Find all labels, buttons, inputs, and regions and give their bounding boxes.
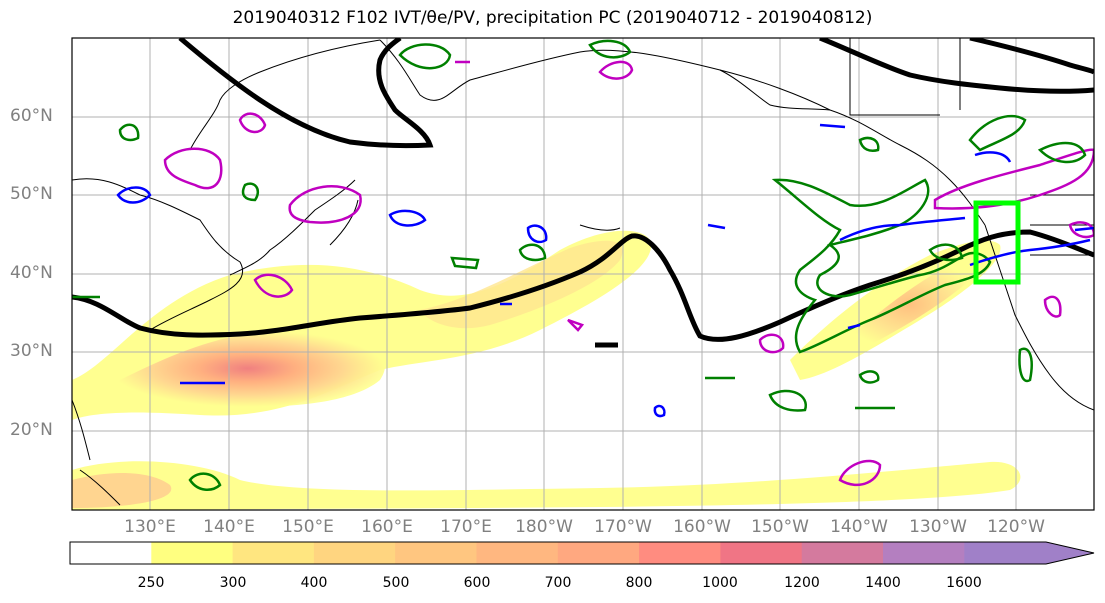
colorbar-tick: 1200 bbox=[784, 575, 820, 591]
lon-label-160e: 160°E bbox=[361, 517, 413, 537]
negative-pc-contours bbox=[116, 123, 1094, 418]
colorbar-cell bbox=[476, 542, 559, 564]
colorbar-cell bbox=[883, 542, 965, 564]
lon-label-170e: 170°E bbox=[440, 517, 492, 537]
coastlines bbox=[72, 38, 1094, 506]
colorbar-cell bbox=[720, 542, 803, 564]
colorbar-cell bbox=[639, 542, 721, 564]
highlight-box bbox=[973, 200, 1021, 285]
lon-label-130e: 130°E bbox=[124, 517, 176, 537]
colorbar-tick: 300 bbox=[219, 575, 247, 591]
colorbar-cell bbox=[232, 542, 315, 564]
lon-label-120w: 120°W bbox=[987, 517, 1045, 537]
map-title: 2019040312 F102 IVT/θe/PV, precipitation… bbox=[232, 8, 873, 28]
colorbar-cell bbox=[70, 542, 152, 564]
lon-label-130w: 130°W bbox=[909, 517, 967, 537]
lon-label-140w: 140°W bbox=[830, 517, 888, 537]
colorbar-cell bbox=[151, 542, 234, 564]
colorbar-tick: 600 bbox=[463, 575, 491, 591]
lat-label-50n: 50°N bbox=[10, 184, 53, 204]
lat-label-60n: 60°N bbox=[10, 106, 53, 126]
colorbar-tick: 800 bbox=[625, 575, 653, 591]
lat-label-30n: 30°N bbox=[10, 341, 53, 361]
lon-label-180w: 180°W bbox=[515, 517, 573, 537]
lon-label-150e: 150°E bbox=[282, 517, 334, 537]
lon-label-170w: 170°W bbox=[594, 517, 652, 537]
positive-pc-contours bbox=[72, 39, 1087, 491]
lon-label-160w: 160°W bbox=[673, 517, 731, 537]
colorbar-cell bbox=[313, 542, 396, 564]
lon-label-150w: 150°W bbox=[751, 517, 809, 537]
map-panel bbox=[71, 37, 1095, 511]
lat-label-20n: 20°N bbox=[10, 420, 53, 440]
theta-e-contours bbox=[72, 38, 1094, 348]
graticule bbox=[72, 38, 1094, 510]
colorbar-cell bbox=[801, 542, 884, 564]
colorbar-tick: 700 bbox=[544, 575, 572, 591]
colorbar-tick: 1400 bbox=[865, 575, 901, 591]
colorbar-cell bbox=[964, 542, 1094, 564]
colorbar-tick: 400 bbox=[300, 575, 328, 591]
lat-label-40n: 40°N bbox=[10, 263, 53, 283]
colorbar-tick: 500 bbox=[382, 575, 410, 591]
ivt-shading bbox=[72, 230, 1021, 510]
colorbar-tick: 1600 bbox=[946, 575, 982, 591]
colorbar bbox=[69, 541, 1095, 565]
colorbar-cell bbox=[557, 542, 640, 564]
colorbar-tick: 250 bbox=[137, 575, 165, 591]
colorbar-tick: 1000 bbox=[702, 575, 738, 591]
lon-label-140e: 140°E bbox=[203, 517, 255, 537]
colorbar-cell bbox=[395, 542, 477, 564]
